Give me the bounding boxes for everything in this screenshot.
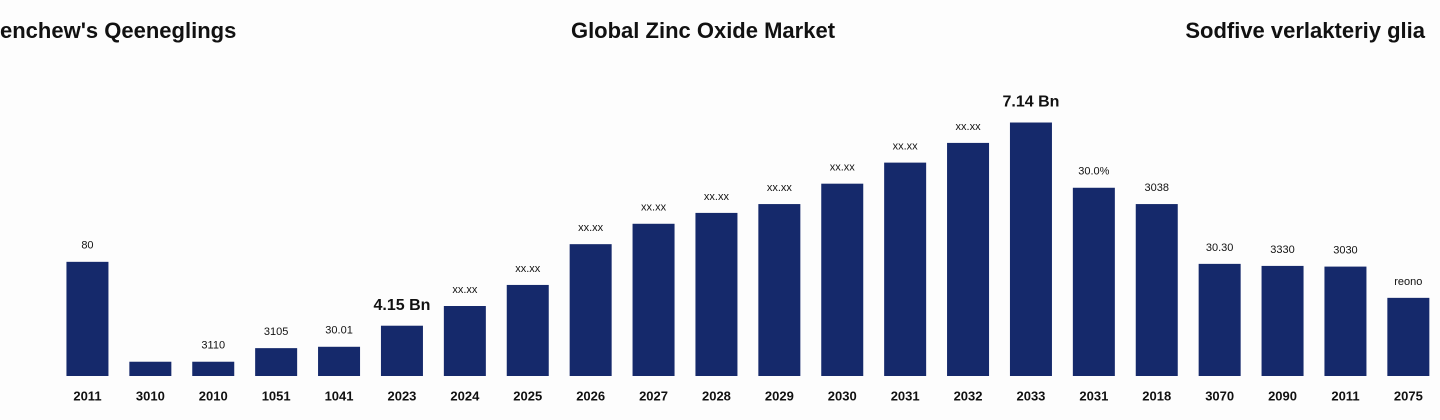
x-tick-label: 2024 [450,388,480,403]
bar [192,361,235,376]
bar [1009,122,1052,376]
bar [1072,187,1115,376]
bar [569,244,612,376]
data-label: 3038 [1145,182,1169,194]
data-label: 3110 [201,340,225,352]
bar [821,183,864,376]
data-label: 4.15 Bn [373,297,430,314]
data-label: 30.0% [1078,166,1109,178]
chart-title: Global Zinc Oxide Market [571,18,836,43]
data-label: 30.01 [325,325,353,337]
x-tick-label: 1041 [325,388,354,403]
x-tick-label: 2010 [199,388,228,403]
bar [129,361,172,376]
x-tick-label: 2027 [639,388,668,403]
bar [318,346,361,376]
bar [695,212,738,376]
data-label: 3330 [1270,244,1294,256]
x-tick-label: 2023 [387,388,416,403]
x-tick-label: 2028 [702,388,731,403]
bar [1324,266,1367,376]
bar [255,348,298,376]
data-label: 3030 [1333,244,1357,256]
bar [1261,265,1304,376]
bar [1387,297,1430,376]
bar [506,284,549,376]
data-label: xx.xx [767,182,793,194]
data-label: xx.xx [704,191,730,203]
x-tick-label: 3070 [1205,388,1234,403]
bar [632,223,675,376]
bar [1135,204,1178,376]
x-tick-label: 2075 [1394,388,1423,403]
data-label: xx.xx [956,121,982,133]
x-tick-label: 2090 [1268,388,1297,403]
x-tick-label: 2011 [1331,388,1359,403]
x-tick-label: 2031 [891,388,920,403]
x-tick-label: 1051 [262,388,291,403]
right-heading: Sodfive verlakteriy glia [1185,18,1425,43]
bar [66,261,109,376]
bar [443,306,486,376]
data-label: xx.xx [578,222,604,234]
data-label: 80 [81,240,93,252]
bar [1198,263,1241,376]
left-heading: enchew's Qeeneglings [0,18,236,43]
x-tick-label: 2011 [73,388,101,403]
x-tick-label: 2025 [513,388,542,403]
x-tick-label: 2018 [1142,388,1171,403]
data-label: 3105 [264,326,288,338]
data-label: 7.14 Bn [1002,94,1059,111]
bar [380,325,423,376]
data-label: xx.xx [893,141,919,153]
data-label: xx.xx [830,162,856,174]
data-label: xx.xx [641,202,667,214]
x-tick-label: 2033 [1016,388,1045,403]
data-label: xx.xx [452,284,478,296]
x-tick-label: 3010 [136,388,165,403]
bar [884,162,927,376]
data-label: xx.xx [515,263,541,275]
data-label: 30.30 [1206,242,1234,254]
bar [758,204,801,376]
x-tick-label: 2031 [1079,388,1108,403]
data-label: reono [1394,276,1422,288]
x-tick-label: 2026 [576,388,605,403]
x-tick-label: 2032 [954,388,983,403]
bar [947,142,990,376]
x-tick-label: 2030 [828,388,857,403]
x-tick-label: 2029 [765,388,794,403]
